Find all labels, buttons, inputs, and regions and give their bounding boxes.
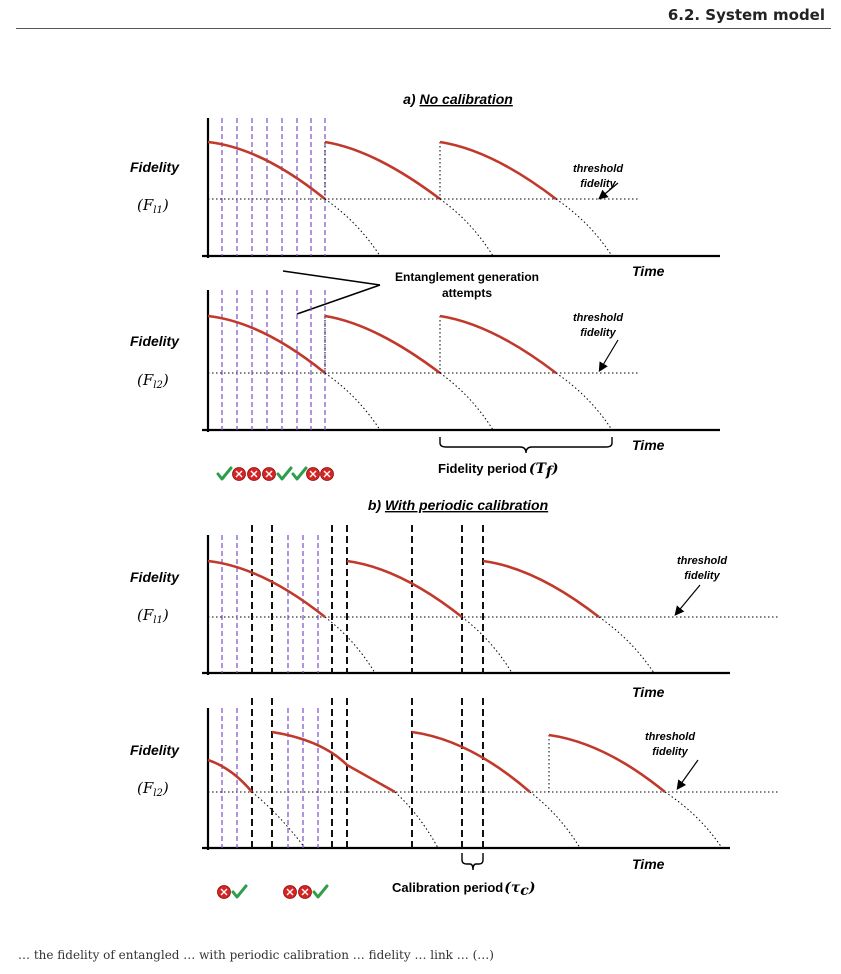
threshold-label: threshold (645, 731, 695, 743)
fail-cross-mark (323, 470, 331, 478)
fidelity-curve (207, 758, 253, 793)
attempt-lines (221, 708, 319, 848)
threshold-label: threshold (573, 312, 623, 324)
success-check-icon (291, 466, 308, 481)
threshold-label: threshold (677, 555, 727, 567)
threshold-arrow (676, 759, 699, 790)
y-axis-symbol: (Fl1) (137, 606, 169, 626)
panel-b-top-plot: Fidelity (Fl1) Time threshold fidelity (130, 525, 780, 700)
attempt-outcomes (216, 466, 334, 481)
fidelity-curve (439, 314, 557, 375)
fidelity-curves (207, 314, 613, 431)
threshold-label: fidelity (580, 327, 616, 339)
calibration-lines (251, 525, 484, 673)
y-axis-symbol: (Fl2) (137, 371, 169, 391)
fail-cross-mark (235, 470, 243, 478)
page-header: 6.2. System model (0, 0, 841, 42)
fidelity-curve (548, 733, 666, 794)
attempts-annotation: Entanglement generation attempts (282, 270, 539, 315)
fidelity-curve (207, 140, 326, 201)
x-axis-label: Time (632, 263, 665, 279)
success-check-icon (216, 466, 233, 481)
attempt-outcomes (217, 884, 248, 899)
fail-cross-mark (250, 470, 258, 478)
calibration-period-brace: Calibration period(τc) (392, 853, 535, 899)
fidelity-curve (207, 559, 326, 619)
fidelity-curve (271, 730, 396, 794)
fidelity-period-brace: Fidelity period (Tf) (438, 437, 613, 480)
fidelity-curve (439, 140, 557, 201)
panel-b-bottom-plot: Fidelity (Fl2) Time threshold fidelity (130, 698, 780, 872)
calibration-lines (251, 698, 484, 848)
fidelity-curve (324, 140, 441, 201)
y-axis-label: Fidelity (130, 742, 180, 758)
threshold-arrow (674, 584, 701, 616)
y-axis-symbol: (Fl2) (137, 779, 169, 799)
fail-cross-mark (265, 470, 273, 478)
y-axis-label: Fidelity (130, 569, 180, 585)
header-rule (16, 28, 831, 29)
attempt-outcomes (283, 884, 329, 899)
fail-cross-mark (286, 888, 294, 896)
fidelity-curve (411, 730, 531, 793)
fidelity-curve (482, 559, 600, 619)
footer-text: … the fidelity of entangled … with perio… (18, 948, 494, 962)
attempts-pointer (296, 284, 381, 315)
x-axis-label: Time (632, 437, 665, 453)
attempt-lines (221, 535, 319, 673)
threshold-arrow (598, 339, 619, 373)
threshold-label: fidelity (652, 746, 688, 758)
fidelity-curve (207, 314, 326, 375)
section-title: 6.2. System model (667, 6, 825, 24)
panel-a-bottom-plot: Fidelity (Fl2) Time threshold fidelity (130, 290, 720, 453)
attempts-label: Entanglement generation (395, 270, 539, 284)
panel-a-title: a) No calibration (403, 91, 513, 107)
y-axis-symbol: (Fl1) (137, 196, 169, 216)
fidelity-period-label: Fidelity period (Tf) (438, 461, 559, 480)
success-check-icon (231, 884, 248, 899)
success-check-icon (312, 884, 329, 899)
success-check-icon (276, 466, 293, 481)
y-axis-label: Fidelity (130, 159, 180, 175)
calibration-period-label: Calibration period(τc) (392, 880, 535, 899)
fidelity-curve (324, 314, 441, 375)
fidelity-curves (207, 140, 613, 257)
fail-cross-mark (301, 888, 309, 896)
x-axis-label: Time (632, 684, 665, 700)
panel-b-title: b) With periodic calibration (368, 497, 548, 513)
x-axis-label: Time (632, 856, 665, 872)
fidelity-curves (207, 559, 655, 674)
threshold-arrow (598, 182, 619, 200)
attempts-pointer (282, 270, 381, 286)
panel-a-top-plot: Fidelity (Fl1) Time threshold fidelity (130, 118, 720, 279)
fidelity-curve (346, 559, 463, 619)
attempts-label: attempts (442, 286, 492, 300)
fail-cross-mark (220, 888, 228, 896)
threshold-label: fidelity (580, 178, 616, 190)
fidelity-curves (207, 730, 723, 849)
threshold-label: threshold (573, 163, 623, 175)
fail-cross-mark (309, 470, 317, 478)
y-axis-label: Fidelity (130, 333, 180, 349)
attempt-lines (221, 290, 326, 430)
threshold-label: fidelity (684, 570, 720, 582)
